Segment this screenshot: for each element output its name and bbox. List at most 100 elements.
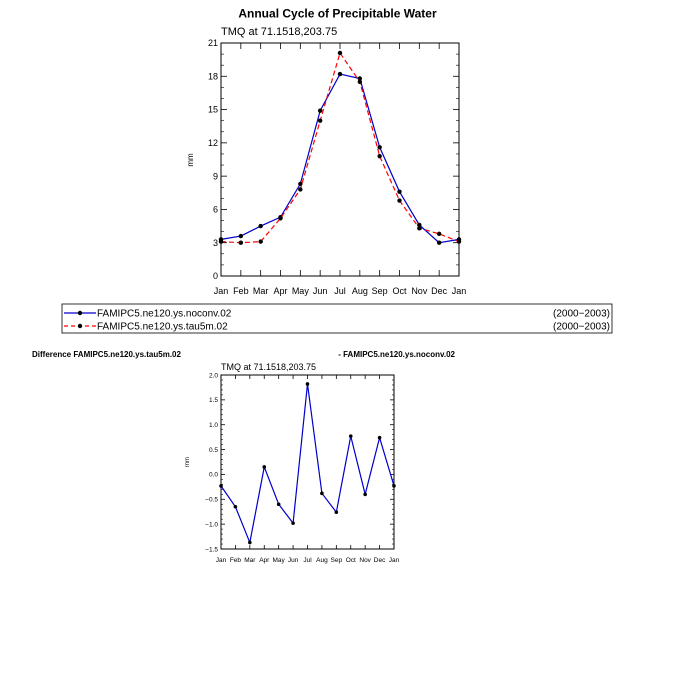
x-tick-label: Aug xyxy=(316,557,328,564)
diff-chart-subtitle: TMQ at 71.1518,203.75 xyxy=(221,362,316,372)
x-tick-label: Oct xyxy=(346,557,356,564)
y-tick-label: −1.0 xyxy=(205,521,218,528)
data-point xyxy=(276,502,281,507)
diff-chart-ylabel: mm xyxy=(185,457,191,467)
data-point xyxy=(238,240,244,245)
data-point xyxy=(334,510,339,515)
data-point xyxy=(317,118,323,123)
diff-plot-frame xyxy=(220,374,395,550)
data-point xyxy=(248,540,252,545)
data-point xyxy=(392,484,396,488)
x-tick-label: Nov xyxy=(411,286,428,296)
x-tick-label: Sep xyxy=(331,557,343,564)
y-tick-label: 9 xyxy=(213,171,218,181)
x-tick-label: Feb xyxy=(233,286,249,296)
legend-marker-noconv xyxy=(77,310,83,316)
data-point xyxy=(238,233,244,239)
data-point xyxy=(278,216,283,221)
diff-title-left: Difference FAMIPC5.ne120.ys.tau5m.02 xyxy=(32,350,182,359)
data-point xyxy=(397,198,402,203)
x-tick-label: Jun xyxy=(288,557,299,564)
data-point xyxy=(397,189,402,194)
x-tick-label: Apr xyxy=(273,286,287,296)
difference-chart: Difference FAMIPC5.ne120.ys.tau5m.02 - F… xyxy=(32,350,456,564)
y-tick-label: −1.5 xyxy=(205,546,218,553)
legend-period-tau5m: (2000−2003) xyxy=(553,322,610,333)
y-tick-label: 6 xyxy=(213,205,218,215)
y-tick-label: 15 xyxy=(208,105,218,115)
data-point xyxy=(258,239,263,244)
data-point xyxy=(337,50,343,56)
legend: FAMIPC5.ne120.ys.noconv.02 (2000−2003) F… xyxy=(61,303,613,334)
data-point xyxy=(317,108,323,113)
x-tick-label: Jul xyxy=(303,557,312,564)
series-line-2 xyxy=(220,51,460,244)
x-tick-label: May xyxy=(292,286,310,296)
diff-title-right: - FAMIPC5.ne120.ys.noconv.02 xyxy=(338,350,455,359)
x-tick-label: Jan xyxy=(452,286,467,296)
x-tick-label: May xyxy=(273,557,286,564)
data-point xyxy=(377,145,382,150)
y-tick-label: 0.0 xyxy=(209,472,218,479)
y-tick-label: 0 xyxy=(213,271,218,281)
main-plot-frame xyxy=(220,42,460,277)
x-tick-label: Mar xyxy=(253,286,269,296)
x-tick-label: Oct xyxy=(392,286,407,296)
data-point xyxy=(456,239,462,244)
data-point xyxy=(298,181,303,187)
data-point xyxy=(337,71,343,77)
x-tick-label: Dec xyxy=(374,557,386,564)
main-chart: Annual Cycle of Precipitable Water TMQ a… xyxy=(186,7,466,297)
legend-label-noconv: FAMIPC5.ne120.ys.noconv.02 xyxy=(97,309,232,320)
x-tick-label: Mar xyxy=(244,557,256,564)
data-point xyxy=(348,434,353,438)
main-series-lines xyxy=(218,50,462,245)
y-tick-label: 1.5 xyxy=(209,397,218,404)
data-point xyxy=(436,240,442,245)
data-point xyxy=(417,222,422,228)
data-point xyxy=(417,226,422,231)
data-point xyxy=(258,223,263,229)
data-point xyxy=(357,76,363,81)
y-tick-label: 21 xyxy=(208,38,218,48)
x-tick-label: Dec xyxy=(431,286,448,296)
series-line-1 xyxy=(220,73,460,244)
x-tick-label: Aug xyxy=(352,286,368,296)
y-tick-label: 3 xyxy=(213,238,218,248)
x-tick-label: Apr xyxy=(259,557,270,564)
x-tick-label: Jul xyxy=(334,286,346,296)
x-tick-label: Jun xyxy=(313,286,328,296)
x-tick-label: Sep xyxy=(372,286,388,296)
data-point xyxy=(436,231,442,237)
y-tick-label: 18 xyxy=(208,71,218,81)
main-ticks: 0 3 6 9 12 15 18 21 Jan Feb Mar Apr May Jun Jul Aug Sep O… xyxy=(208,38,466,296)
data-point xyxy=(233,504,238,509)
x-tick-label: Jan xyxy=(216,557,227,564)
legend-label-tau5m: FAMIPC5.ne120.ys.tau5m.02 xyxy=(97,322,228,333)
legend-frame xyxy=(61,303,613,334)
data-point xyxy=(219,484,223,488)
y-tick-label: 0.5 xyxy=(209,447,218,454)
x-tick-label: Jan xyxy=(389,557,400,564)
main-chart-title: Annual Cycle of Precipitable Water xyxy=(238,7,437,21)
data-point xyxy=(363,492,367,497)
y-tick-label: 2.0 xyxy=(209,372,218,379)
x-tick-label: Nov xyxy=(359,557,371,564)
data-point xyxy=(262,465,267,469)
y-tick-label: 1.0 xyxy=(209,422,218,429)
data-point xyxy=(377,153,382,159)
series-line-1 xyxy=(220,383,395,545)
data-point xyxy=(218,239,224,244)
data-point xyxy=(357,79,363,85)
data-point xyxy=(305,382,310,386)
main-chart-subtitle: TMQ at 71.1518,203.75 xyxy=(221,26,337,38)
legend-marker-tau5m xyxy=(77,323,83,329)
legend-period-noconv: (2000−2003) xyxy=(553,309,610,320)
main-chart-ylabel: mm xyxy=(186,153,195,167)
y-tick-label: −0.5 xyxy=(205,497,218,504)
data-point xyxy=(377,435,382,440)
data-point xyxy=(298,187,303,192)
y-tick-label: 12 xyxy=(208,138,218,148)
